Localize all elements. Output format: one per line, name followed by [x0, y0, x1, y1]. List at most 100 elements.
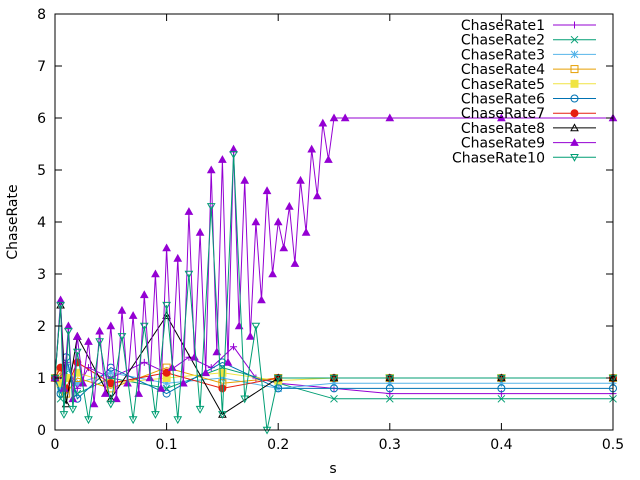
- series-9-point-30: [206, 165, 216, 174]
- series-1: [51, 343, 617, 398]
- series-10-point-12: [139, 322, 149, 331]
- y-tick-label: 7: [37, 59, 46, 75]
- legend-entry-10: ChaseRate10: [452, 150, 596, 166]
- series-10-point-14: [162, 301, 171, 310]
- series-9-point-36: [240, 175, 250, 184]
- legend-marker: [571, 21, 578, 29]
- series-9-point-37: [245, 331, 255, 340]
- y-tick-label: 1: [37, 371, 46, 387]
- series-3-point-11: [497, 379, 506, 388]
- series-3-point-5: [106, 368, 115, 377]
- series-10-point-2: [56, 301, 65, 310]
- legend-label: ChaseRate6: [461, 92, 545, 108]
- series-10-point-5: [68, 405, 78, 414]
- series-10-point-27: [497, 374, 506, 383]
- legend-entry-7: ChaseRate7: [461, 106, 596, 122]
- series-1-point-15: [386, 390, 394, 398]
- series-6-point-6: [162, 389, 171, 398]
- series-9-point-42: [273, 217, 283, 226]
- legend-entry-8: ChaseRate8: [461, 121, 596, 137]
- series-9-point-38: [251, 217, 261, 226]
- series-line-8: [54, 305, 613, 416]
- legend-label: ChaseRate3: [461, 47, 545, 63]
- series-9-point-51: [324, 155, 333, 163]
- series-9-point-45: [290, 259, 300, 267]
- series-9-point-19: [145, 373, 155, 382]
- y-tick-label: 8: [37, 7, 46, 23]
- axes: 0 0.1 0.2 0.3 0.4 0.5 0 1 2 3 4 5 6 7 8: [37, 7, 624, 453]
- series-9-point-50: [318, 118, 328, 127]
- y-tick-label: 6: [37, 111, 46, 127]
- series-10-point-3: [59, 411, 69, 419]
- series-10-point-4: [64, 327, 73, 336]
- legend-entry-2: ChaseRate2: [461, 33, 596, 49]
- series-10-point-11: [128, 416, 138, 425]
- legend: ChaseRate1ChaseRate2ChaseRate3ChaseRate4…: [452, 18, 596, 166]
- legend-entry-6: ChaseRate6: [461, 92, 596, 108]
- series-9-point-20: [151, 269, 160, 278]
- series-10-point-21: [240, 395, 250, 404]
- series-6-point-8: [274, 384, 283, 393]
- legend-entry-3: ChaseRate3: [461, 47, 596, 63]
- series-9-point-46: [296, 175, 305, 184]
- series-9-point-10: [95, 326, 104, 335]
- legend-marker: [570, 35, 579, 44]
- series-3-point-2: [56, 384, 65, 393]
- y-tick-label: 5: [37, 163, 46, 179]
- x-tick-label: 0.5: [602, 437, 624, 453]
- series-3-point-4: [73, 379, 82, 388]
- series-9-point-21: [156, 383, 166, 392]
- series-1-point-11: [230, 343, 238, 351]
- legend-marker: [570, 94, 579, 103]
- series-9-point-53: [340, 113, 350, 122]
- series-9-point-52: [329, 113, 339, 122]
- series-9-point-33: [223, 357, 233, 366]
- series-10-point-26: [385, 374, 395, 383]
- series-9-point-40: [262, 186, 272, 195]
- series-7-point-7: [218, 384, 227, 393]
- y-tick-label: 3: [37, 267, 46, 283]
- series-9-point-47: [301, 227, 311, 236]
- series-10-point-8: [95, 338, 104, 347]
- series-9-point-44: [285, 201, 294, 210]
- series-9-point-11: [100, 389, 110, 397]
- legend-marker: [570, 154, 579, 162]
- series-10-point-19: [218, 411, 227, 419]
- series-2-point-11: [497, 394, 506, 403]
- series-10-point-17: [195, 405, 205, 414]
- series-3-point-6: [162, 379, 171, 388]
- series-10-point-7: [84, 416, 93, 425]
- series-10-point-22: [251, 322, 261, 331]
- series-9-point-17: [134, 389, 144, 397]
- series-9-point-43: [279, 243, 289, 252]
- series-9-point-49: [312, 191, 322, 200]
- series-10-point-10: [117, 333, 127, 341]
- legend-marker: [570, 79, 579, 88]
- series-2-point-10: [385, 394, 394, 403]
- series-9-point-8: [84, 337, 93, 345]
- plot-data-layer: [50, 113, 618, 435]
- series-3-point-9: [330, 379, 338, 388]
- x-tick-label: 0.3: [379, 437, 401, 453]
- series-6-point-9: [330, 384, 338, 393]
- legend-marker: [570, 65, 579, 74]
- series-6-point-11: [497, 384, 506, 393]
- y-axis-label: ChaseRate: [5, 184, 21, 259]
- legend-label: ChaseRate2: [461, 33, 545, 49]
- series-7-point-5: [106, 379, 115, 388]
- series-9-point-41: [268, 269, 277, 278]
- series-9-point-26: [184, 207, 194, 215]
- series-10-point-16: [184, 270, 194, 279]
- legend-label: ChaseRate1: [461, 18, 545, 34]
- series-9-point-6: [72, 331, 82, 340]
- series-9-point-28: [195, 227, 205, 236]
- series-9-point-55: [497, 113, 506, 122]
- legend-entry-1: ChaseRate1: [461, 18, 596, 34]
- series-10-point-13: [151, 411, 160, 419]
- series-line-9: [54, 117, 613, 405]
- series-9-point-48: [307, 144, 317, 153]
- series-9-point-14: [117, 305, 127, 314]
- series-9: [50, 113, 618, 408]
- series-10-point-25: [329, 374, 339, 383]
- series-9-point-22: [162, 243, 171, 252]
